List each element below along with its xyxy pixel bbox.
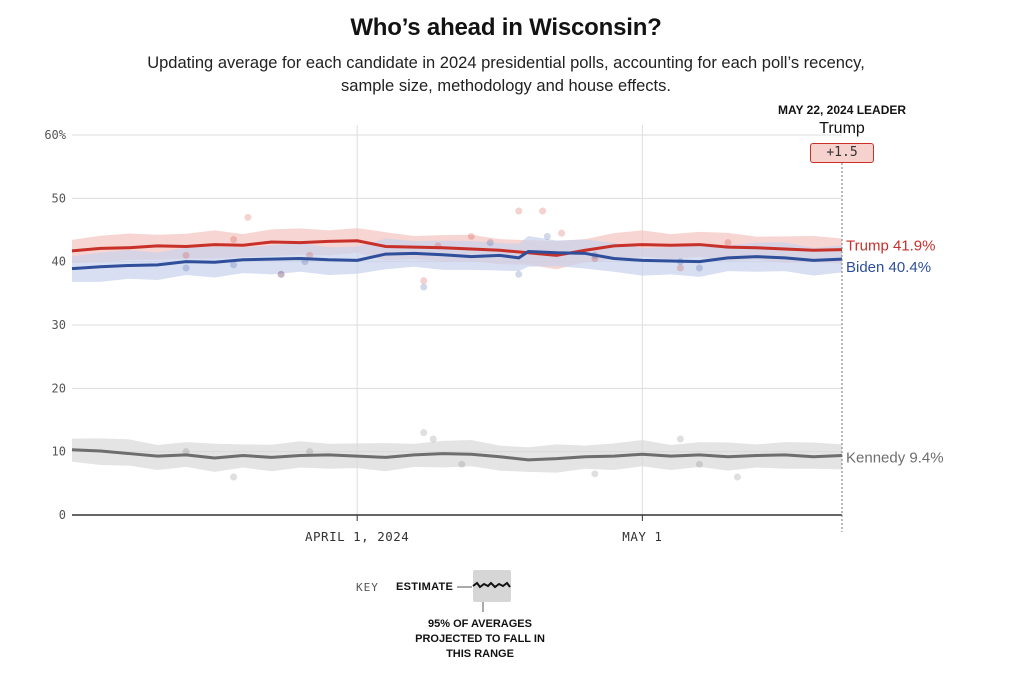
x-tick-label: APRIL 1, 2024 [305,529,409,544]
chart-title: Who’s ahead in Wisconsin? [350,14,662,41]
y-tick-label: 10 [52,445,66,459]
trump-poll-dot [306,251,314,259]
x-tick-label: MAY 1 [622,529,662,544]
biden-poll-dot [515,270,523,278]
kennedy-poll-dot [733,473,741,481]
kennedy-poll-dot [230,473,238,481]
trump-end-label: Trump 41.9% [846,238,935,255]
key-range-line-3: THIS RANGE [446,648,514,660]
biden-poll-dot [182,264,190,272]
biden-poll-dot [277,270,285,278]
biden-poll-dot [695,264,703,272]
y-tick-label: 30 [52,318,66,332]
confidence-bands [72,228,842,473]
key-range-line-2: PROJECTED TO FALL IN [415,633,545,645]
biden-band [72,236,842,282]
y-tick-label: 40 [52,255,66,269]
leader-date-label: MAY 22, 2024 LEADER [777,103,907,117]
kennedy-poll-dot [306,448,314,456]
key-band-sample [473,570,511,602]
key-range-line-1: 95% OF AVERAGES [428,618,532,630]
kennedy-poll-dot [676,435,684,443]
key-estimate-label: ESTIMATE [396,581,454,593]
trump-poll-dot [676,264,684,272]
trump-poll-dot [539,207,547,215]
leader-margin-badge: +1.5 [810,143,874,163]
key-label: KEY [356,581,379,594]
trump-poll-dot [277,270,285,278]
y-tick-label: 0 [59,508,66,522]
biden-poll-dot [543,232,551,240]
y-tick-label: 20 [52,381,66,395]
kennedy-poll-dot [458,460,466,468]
y-tick-label: 60% [44,128,66,142]
key-estimate-line-sample [472,581,511,589]
biden-poll-dot [420,283,428,291]
kennedy-poll-dot [695,460,703,468]
kennedy-poll-dot [591,470,599,478]
biden-average-line [71,250,843,271]
kennedy-band [72,438,842,473]
kennedy-average-line [71,448,843,462]
key-range-description: 95% OF AVERAGES PROJECTED TO FALL IN THI… [400,617,560,662]
trump-average-line [71,239,843,257]
biden-poll-dot [486,239,494,247]
y-tick-label: 50 [52,191,66,205]
kennedy-poll-dot [420,429,428,437]
trump-poll-dot [558,229,566,237]
axes: 60% 50 40 30 20 10 0 APRIL 1, 2024 MAY 1 [44,128,843,544]
chart-subtitle: Updating average for each candidate in 2… [147,54,865,95]
average-lines [71,239,843,462]
series-end-labels: Trump 41.9% Biden 40.4% Kennedy 9.4% [846,238,944,467]
trump-poll-dot [420,277,428,285]
trump-poll-dot [515,207,523,215]
leader-name: Trump [819,120,865,137]
trump-poll-dot [724,239,732,247]
biden-end-label: Biden 40.4% [846,259,931,276]
trump-poll-dot [230,236,238,243]
trump-poll-dot [244,213,252,221]
biden-poll-dot [230,261,238,269]
trump-poll-dot [182,251,190,259]
trump-poll-dot [467,232,475,240]
legend-key-graphic [457,570,511,612]
kennedy-end-label: Kennedy 9.4% [846,449,944,466]
kennedy-poll-dot [429,435,437,443]
